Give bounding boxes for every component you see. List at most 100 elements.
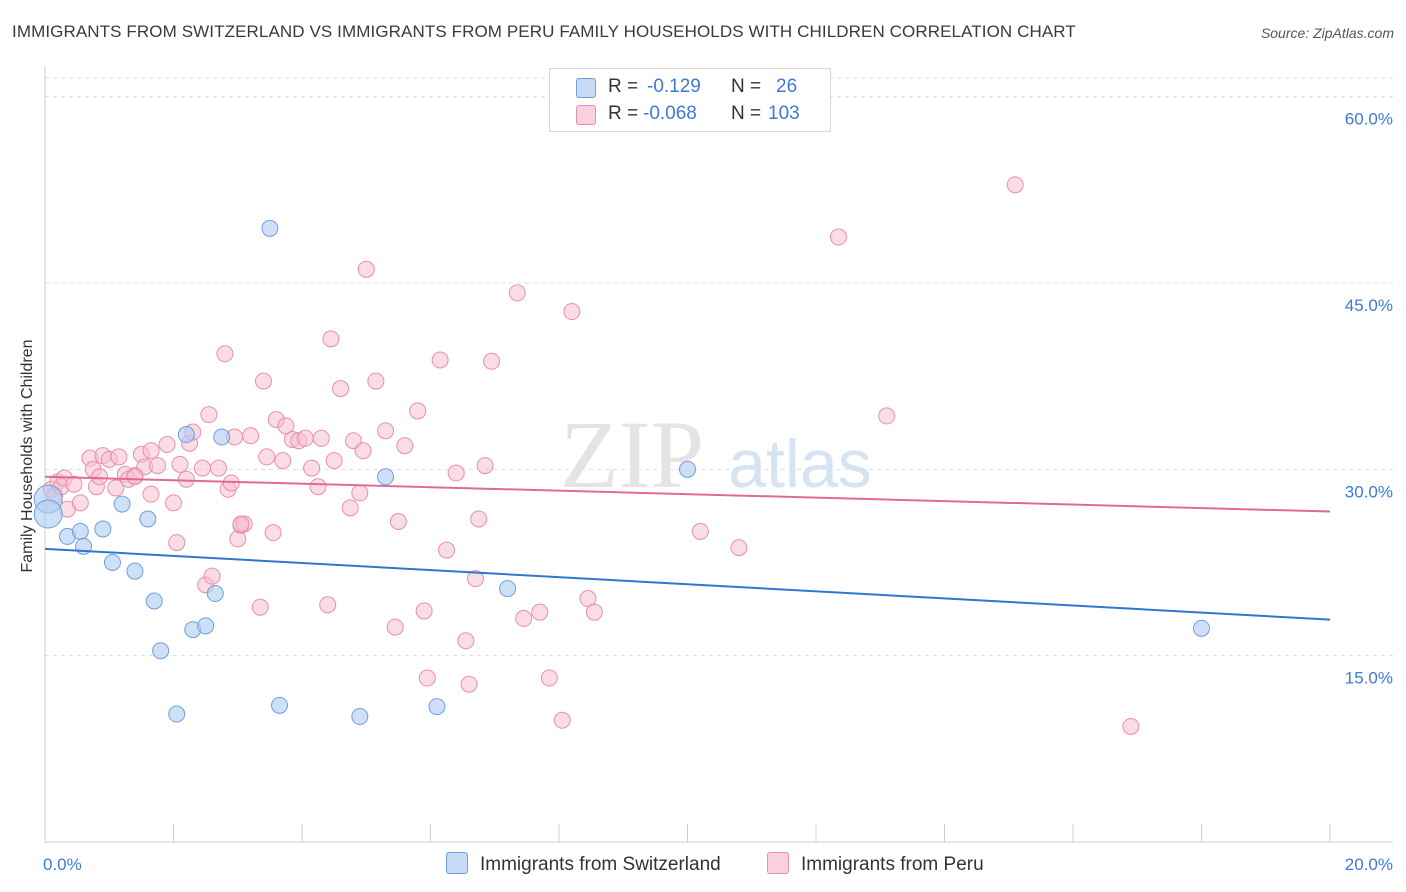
peru-point (691, 522, 709, 540)
peru-point (168, 534, 186, 552)
peru-point (110, 448, 128, 466)
switzerland-point (428, 698, 446, 716)
source-label: Source: ZipAtlas.com (1260, 25, 1394, 41)
watermark-zip: ZIP (560, 401, 704, 508)
peru-point (470, 510, 488, 528)
legend-r-label: R = (608, 103, 639, 124)
gridlines (45, 77, 1393, 657)
legend-n-value: 26 (776, 76, 798, 97)
peru-point (341, 499, 359, 517)
switzerland-point (113, 495, 131, 513)
peru-point (303, 459, 321, 477)
switzerland-point (271, 696, 289, 714)
peru-point (367, 372, 385, 390)
legend-row-peru: R = -0.068 N = 103 (550, 101, 830, 127)
peru-point (585, 603, 603, 621)
peru-point (483, 352, 501, 370)
chart-title: IMMIGRANTS FROM SWITZERLAND VS IMMIGRANT… (12, 22, 1076, 41)
switzerland-swatch (446, 852, 468, 874)
peru-point (91, 468, 109, 486)
peru-point (309, 478, 327, 496)
peru-point (389, 512, 407, 530)
bottom-legend-switzerland: Immigrants from Switzerland (446, 852, 721, 876)
switzerland-point (679, 460, 696, 478)
peru-point (222, 474, 240, 492)
switzerland-legend-label: Immigrants from Switzerland (480, 854, 721, 875)
legend-row-switzerland: R = -0.129 N = 26 (550, 74, 830, 100)
peru-point (457, 632, 475, 650)
peru-point (251, 598, 269, 616)
peru-point (418, 669, 436, 687)
peru-point (579, 590, 597, 608)
correlation-legend: R = -0.129 N = 26 R = -0.068 N = 103 (549, 68, 831, 132)
switzerland-point (94, 520, 112, 538)
peru-point (165, 494, 182, 512)
switzerland-point (1193, 619, 1210, 637)
peru-point (232, 515, 250, 533)
peru-legend-label: Immigrants from Peru (801, 854, 984, 875)
switzerland-point (377, 468, 395, 486)
legend-n-label: N = (731, 76, 762, 97)
peru-point (216, 345, 234, 363)
legend-n-value: 103 (768, 103, 800, 124)
peru-point (396, 437, 414, 455)
y-tick-label: 45.0% (1345, 296, 1393, 315)
peru-point (357, 260, 375, 278)
peru-point (531, 603, 549, 621)
bottom-legend-peru: Immigrants from Peru (767, 852, 984, 876)
peru-point (438, 541, 456, 559)
peru-point (264, 524, 282, 542)
peru-point (386, 618, 404, 636)
legend-r-value: -0.068 (643, 103, 697, 124)
peru-point (829, 228, 847, 246)
peru-point (71, 494, 89, 512)
peru-point (553, 711, 571, 729)
peru-point (242, 427, 260, 445)
switzerland-point (168, 705, 186, 723)
peru-point (258, 448, 276, 466)
peru-point (193, 459, 211, 477)
peru-point (878, 407, 896, 425)
switzerland-point (177, 426, 195, 444)
peru-point (325, 452, 343, 470)
peru-point (107, 479, 125, 497)
peru-point (1122, 717, 1140, 735)
peru-point (274, 452, 292, 470)
peru-point (296, 429, 314, 447)
peru-point (409, 402, 427, 420)
switzerland-point (33, 499, 63, 529)
peru-point (200, 406, 218, 424)
peru-point (177, 470, 195, 488)
peru-point (65, 475, 83, 493)
peru-point (447, 464, 465, 482)
switzerland-point (213, 428, 231, 446)
peru-point (148, 457, 166, 475)
peru-point (540, 669, 558, 687)
peru-point (322, 330, 340, 348)
peru-point (158, 435, 176, 453)
peru-point (515, 609, 533, 627)
peru-point (312, 429, 330, 447)
peru-point (460, 675, 478, 693)
peru-point (319, 596, 337, 614)
y-tick-label: 15.0% (1345, 669, 1393, 688)
trend-lines (44, 475, 1331, 621)
switzerland-points (33, 219, 1210, 726)
peru-point (126, 468, 144, 486)
legend-r-label: R = (608, 76, 639, 97)
switzerland-point (206, 585, 224, 603)
legend-r-value: -0.129 (647, 76, 701, 97)
watermark: ZIP atlas (560, 401, 872, 508)
x-tick-label: 0.0% (43, 855, 82, 874)
tick-labels: 15.0% 30.0% 45.0% 60.0% 0.0% 20.0% (43, 110, 1393, 874)
peru-point (1006, 176, 1024, 194)
axes (44, 66, 1393, 843)
peru-point (332, 380, 350, 398)
switzerland-point (152, 642, 170, 660)
peru-point (277, 417, 295, 435)
peru-point (142, 442, 160, 460)
peru-point (171, 455, 189, 473)
switzerland-point (103, 553, 121, 571)
switzerland-swatch (576, 78, 596, 98)
